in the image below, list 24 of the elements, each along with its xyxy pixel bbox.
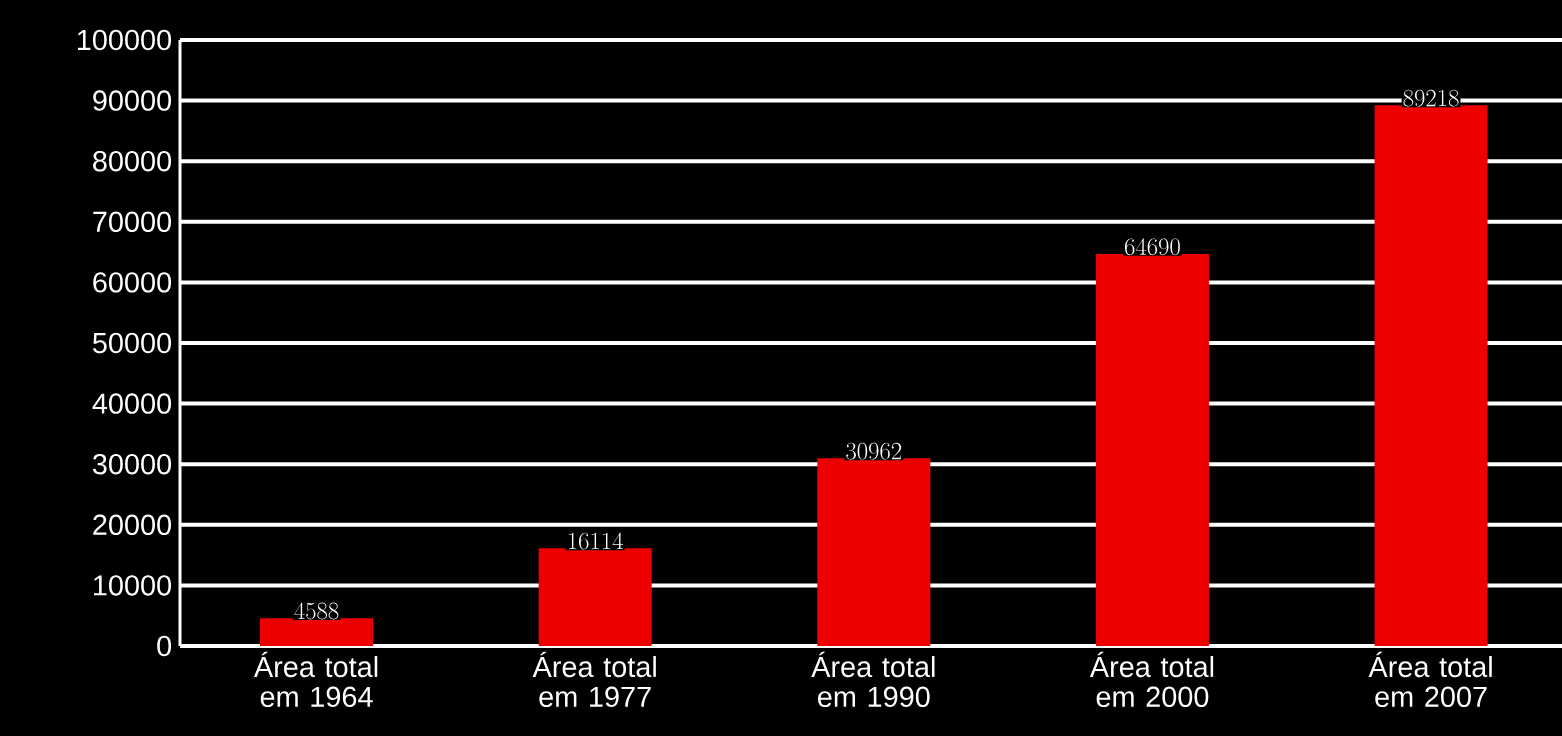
x-tick-label: Área total em 1990 <box>811 651 935 708</box>
bar <box>260 618 374 646</box>
y-tick-label: 30000 <box>92 453 172 475</box>
y-tick-label: 50000 <box>92 332 172 354</box>
x-tick-label: Área total em 2000 <box>1089 651 1214 708</box>
x-tick-label: Área total em 1964 <box>253 651 378 708</box>
x-tick-label: Área total em 1977 <box>532 651 656 708</box>
data-label: 89218 <box>1403 89 1459 107</box>
data-label: 16114 <box>568 532 624 550</box>
data-label: 4588 <box>294 602 339 620</box>
y-tick-label: 80000 <box>93 150 172 172</box>
bar <box>817 458 931 646</box>
y-tick-label: 40000 <box>92 393 172 414</box>
x-tick-label: Área total em 2007 <box>1368 651 1492 708</box>
data-label: 30962 <box>846 442 902 460</box>
y-tick-label: 0 <box>157 635 172 657</box>
y-tick-label: 10000 <box>94 575 172 596</box>
data-label: 64690 <box>1124 238 1180 256</box>
y-tick-label: 70000 <box>93 211 172 233</box>
bar <box>538 548 652 646</box>
y-tick-label: 90000 <box>93 90 172 111</box>
y-tick-label: 100000 <box>77 29 172 51</box>
y-tick-label: 20000 <box>93 514 172 536</box>
y-tick-label: 60000 <box>93 272 172 293</box>
